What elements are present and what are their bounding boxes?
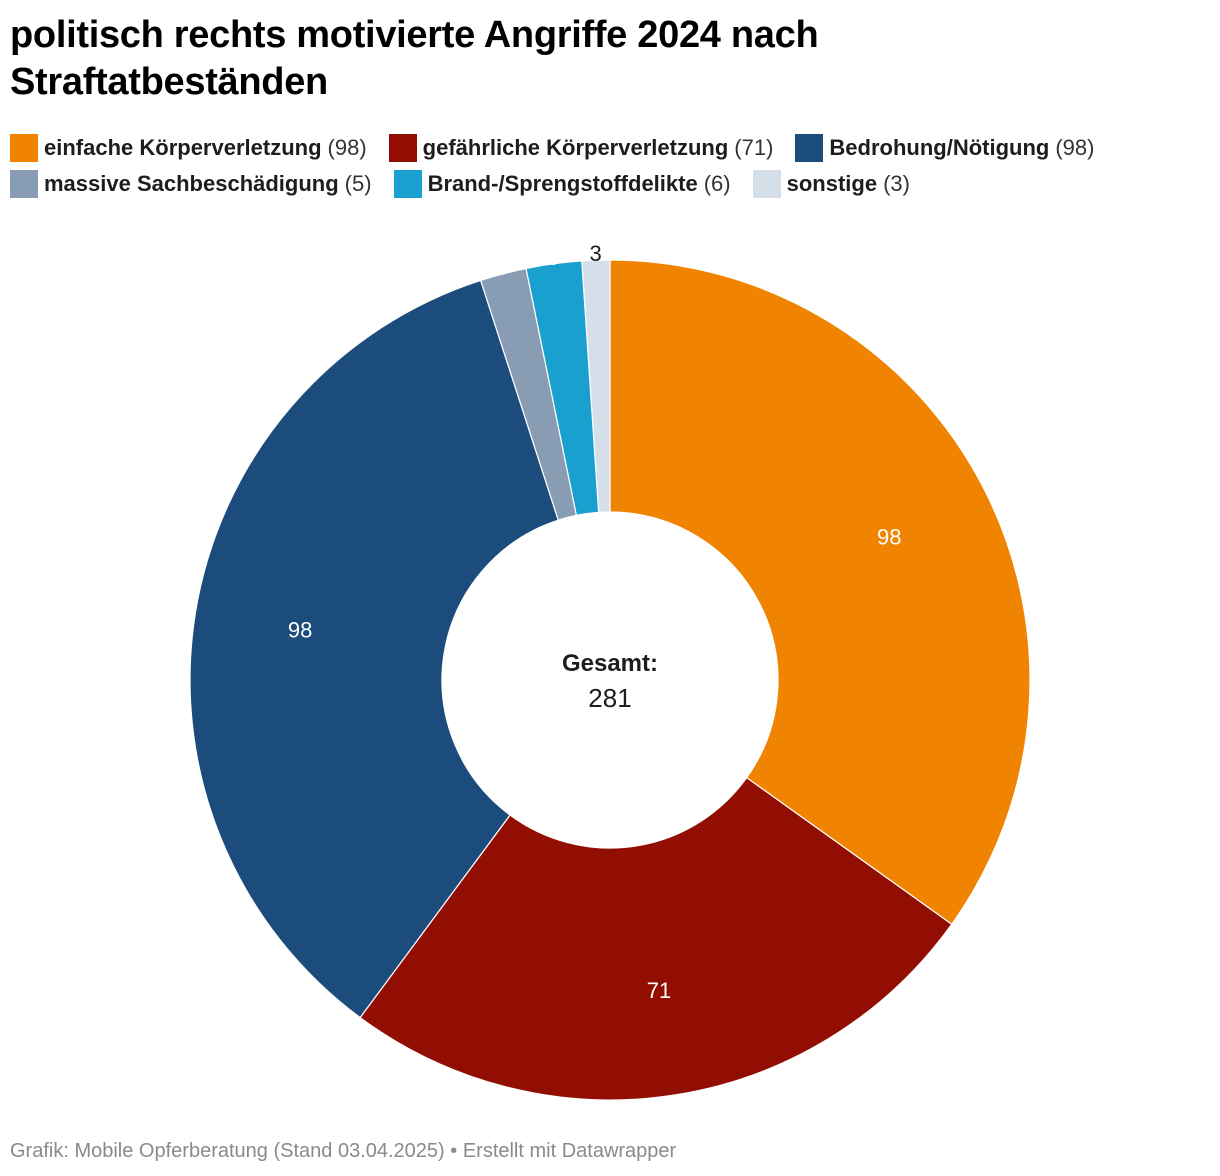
legend-swatch xyxy=(10,170,38,198)
legend-item-bedrohung-noetigung: Bedrohung/Nötigung (98) xyxy=(795,130,1094,166)
slice-value-label: 3 xyxy=(590,241,602,266)
legend-item-brand-sprengstoffdelikte: Brand-/Sprengstoffdelikte (6) xyxy=(393,166,731,202)
legend-item-massive-sachbeschaedigung: massive Sachbeschädigung (5) xyxy=(10,166,372,202)
footer-credit: Grafik: Mobile Opferberatung (Stand 03.0… xyxy=(10,1140,677,1162)
legend-label: gefährliche Körperverletzung xyxy=(422,135,729,160)
legend-item-gefaehrliche-koerperverletzung: gefährliche Körperverletzung (71) xyxy=(388,130,774,166)
center-label: Gesamt: xyxy=(562,650,658,677)
chart-title: politisch rechts motivierte Angriffe 202… xyxy=(10,14,819,103)
legend-count: (98) xyxy=(1055,135,1095,160)
slice-gefaehrliche-koerperverletzung xyxy=(359,776,953,1101)
legend-item-einfache-koerperverletzung: einfache Körperverletzung (98) xyxy=(10,130,367,166)
legend-label: sonstige xyxy=(786,171,878,196)
legend-label: einfache Körperverletzung xyxy=(44,135,322,160)
legend-item-sonstige: sonstige (3) xyxy=(752,166,910,202)
slice-einfache-koerperverletzung xyxy=(609,259,1031,926)
legend-label: Brand-/Sprengstoffdelikte xyxy=(427,171,698,196)
slice-bedrohung-noetigung xyxy=(189,279,560,1019)
slice-value-label: 98 xyxy=(877,524,901,549)
legend-swatch xyxy=(795,134,824,162)
legend-count: (3) xyxy=(883,171,910,196)
legend-count: (6) xyxy=(703,171,731,196)
slice-value-label: 6 xyxy=(547,245,559,270)
legend-swatch xyxy=(393,170,422,198)
center-total: 281 xyxy=(588,683,631,713)
donut-slice-labels: 98 71 98 5 6 3 xyxy=(288,241,902,1003)
legend-row-2: massive Sachbeschädigung (5) Brand-/Spre… xyxy=(10,166,1210,202)
legend-count: (5) xyxy=(344,171,372,196)
legend-count: (71) xyxy=(734,135,774,160)
legend-count: (98) xyxy=(327,135,367,160)
legend-swatch xyxy=(10,134,38,162)
legend-swatch xyxy=(388,134,417,162)
legend-row-1: einfache Körperverletzung (98) gefährlic… xyxy=(10,130,1210,166)
legend-swatch xyxy=(752,170,781,198)
slice-value-label: 5 xyxy=(495,255,507,280)
legend: einfache Körperverletzung (98) gefährlic… xyxy=(10,130,1210,202)
slice-value-label: 98 xyxy=(288,617,312,642)
slice-value-label: 71 xyxy=(647,978,671,1003)
legend-label: Bedrohung/Nötigung xyxy=(829,135,1050,160)
slice-sonstige xyxy=(581,259,611,514)
legend-label: massive Sachbeschädigung xyxy=(44,171,339,196)
donut-slices xyxy=(189,259,1031,1101)
